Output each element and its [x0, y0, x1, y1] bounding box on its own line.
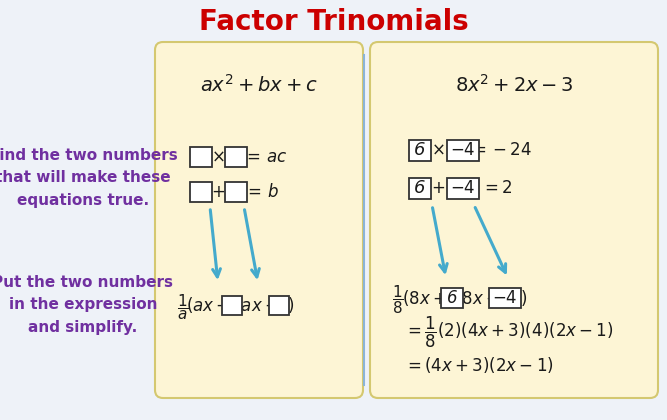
- FancyBboxPatch shape: [441, 288, 463, 308]
- FancyBboxPatch shape: [155, 42, 363, 398]
- Text: Find the two numbers
that will make these
equations true.: Find the two numbers that will make thes…: [0, 148, 177, 208]
- Text: Factor Trinomials: Factor Trinomials: [199, 8, 468, 36]
- Text: $-4$: $-4$: [450, 179, 476, 197]
- Text: 6: 6: [414, 179, 426, 197]
- Text: $8x^2+2x-3$: $8x^2+2x-3$: [455, 74, 574, 96]
- Text: 6: 6: [447, 289, 458, 307]
- Text: $\times$: $\times$: [211, 148, 225, 166]
- Text: $+$: $+$: [431, 179, 445, 197]
- Text: $= 2$: $= 2$: [482, 179, 513, 197]
- Text: $+$: $+$: [211, 183, 225, 201]
- FancyBboxPatch shape: [447, 139, 479, 160]
- FancyBboxPatch shape: [489, 288, 521, 308]
- Text: $=(4x+3)(2x-1)$: $=(4x+3)(2x-1)$: [404, 355, 554, 375]
- Text: $= -24$: $= -24$: [468, 141, 532, 159]
- Text: Put the two numbers
in the expression
and simplify.: Put the two numbers in the expression an…: [0, 275, 173, 335]
- Text: $(ax+$: $(ax+$: [186, 295, 230, 315]
- FancyBboxPatch shape: [269, 296, 289, 315]
- Text: $= \,b$: $= \,b$: [243, 183, 278, 201]
- Text: $\dfrac{1}{8}$: $\dfrac{1}{8}$: [392, 284, 404, 316]
- FancyBboxPatch shape: [190, 147, 212, 167]
- Text: $\times$: $\times$: [431, 141, 445, 159]
- FancyBboxPatch shape: [370, 42, 658, 398]
- FancyBboxPatch shape: [222, 296, 242, 315]
- Text: $)(8x+$: $)(8x+$: [449, 288, 500, 308]
- Text: $-4$: $-4$: [450, 141, 476, 159]
- Text: 6: 6: [414, 141, 426, 159]
- Text: $)$: $)$: [287, 295, 295, 315]
- Text: $ax^2+bx+c$: $ax^2+bx+c$: [200, 74, 318, 96]
- Text: $)(ax+$: $)(ax+$: [228, 295, 278, 315]
- FancyBboxPatch shape: [409, 139, 431, 160]
- FancyBboxPatch shape: [225, 147, 247, 167]
- FancyBboxPatch shape: [409, 178, 431, 199]
- Text: $)$: $)$: [520, 288, 528, 308]
- Text: $(8x+$: $(8x+$: [402, 288, 446, 308]
- Text: $= \,ac$: $= \,ac$: [243, 148, 287, 166]
- FancyBboxPatch shape: [447, 178, 479, 199]
- Text: $-4$: $-4$: [492, 289, 518, 307]
- FancyBboxPatch shape: [190, 182, 212, 202]
- Text: $=\dfrac{1}{8}(2)(4x+3)(4)(2x-1)$: $=\dfrac{1}{8}(2)(4x+3)(4)(2x-1)$: [404, 315, 614, 349]
- Text: $\dfrac{1}{a}$: $\dfrac{1}{a}$: [177, 292, 189, 322]
- FancyBboxPatch shape: [225, 182, 247, 202]
